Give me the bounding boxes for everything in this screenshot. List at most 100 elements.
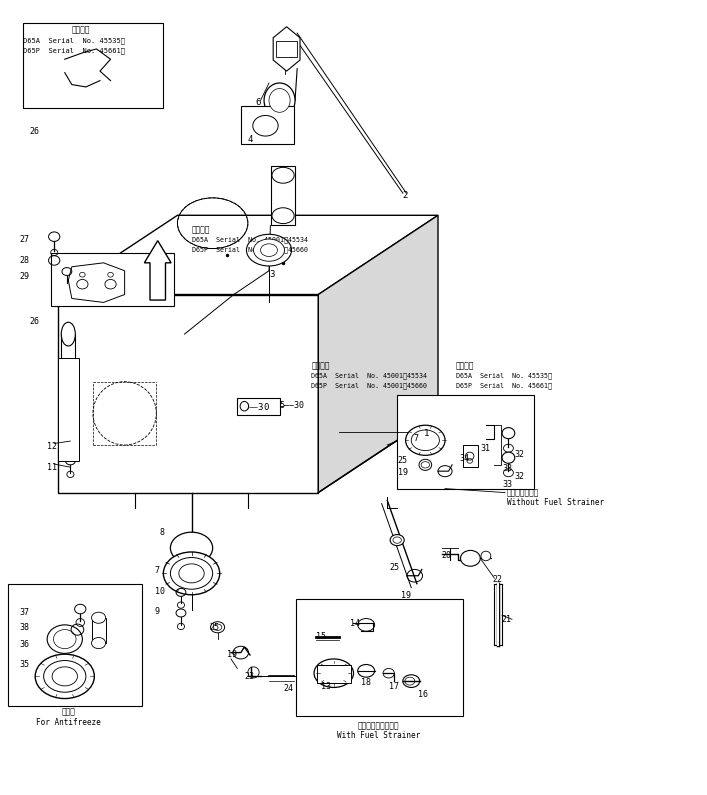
- Text: 37: 37: [19, 608, 29, 618]
- Text: 32: 32: [514, 472, 524, 481]
- Ellipse shape: [261, 244, 277, 257]
- Text: 25: 25: [390, 564, 399, 572]
- Text: 28: 28: [19, 256, 29, 265]
- Polygon shape: [58, 358, 79, 461]
- Bar: [317, 665, 351, 683]
- Text: D65A  Serial  No. 45001～45534: D65A Serial No. 45001～45534: [311, 373, 427, 379]
- Text: 6: 6: [255, 98, 260, 107]
- Ellipse shape: [502, 428, 515, 439]
- Bar: [271, 166, 296, 225]
- Text: 8: 8: [160, 528, 165, 537]
- Ellipse shape: [47, 625, 83, 653]
- Bar: [241, 106, 293, 144]
- Ellipse shape: [269, 88, 290, 112]
- Ellipse shape: [314, 659, 354, 688]
- Text: 31: 31: [480, 444, 490, 453]
- Text: Without Fuel Strainer: Without Fuel Strainer: [507, 498, 604, 506]
- Ellipse shape: [179, 564, 204, 583]
- Text: D65P  Serial  No. 45001～45660: D65P Serial No. 45001～45660: [192, 246, 308, 253]
- Text: 13: 13: [321, 682, 331, 691]
- Text: For Antifreeze: For Antifreeze: [36, 718, 100, 727]
- Text: 11: 11: [47, 463, 57, 471]
- Ellipse shape: [253, 115, 278, 136]
- Bar: [51, 253, 174, 306]
- Text: フェルストレーナ付: フェルストレーナ付: [357, 722, 399, 731]
- Text: 14: 14: [350, 619, 360, 628]
- Ellipse shape: [240, 401, 249, 411]
- Text: 20: 20: [442, 552, 452, 560]
- Ellipse shape: [411, 430, 440, 451]
- Polygon shape: [58, 294, 318, 493]
- Text: 15: 15: [316, 632, 326, 642]
- Text: 3: 3: [269, 270, 274, 279]
- Text: 27: 27: [19, 235, 29, 244]
- Text: 7: 7: [155, 566, 160, 575]
- Text: D65A  Serial  No. 45001～45534: D65A Serial No. 45001～45534: [192, 237, 308, 243]
- Text: D65P  Serial  No. 45661～: D65P Serial No. 45661～: [455, 382, 551, 389]
- Text: 7: 7: [414, 434, 419, 443]
- Bar: [462, 445, 478, 467]
- Ellipse shape: [170, 532, 213, 564]
- Text: 26: 26: [30, 127, 40, 136]
- Ellipse shape: [54, 630, 76, 649]
- Bar: [8, 584, 142, 707]
- Text: 33: 33: [502, 464, 512, 473]
- Text: 適用号等: 適用号等: [192, 225, 210, 234]
- Text: 29: 29: [19, 272, 29, 281]
- Text: 4: 4: [248, 134, 253, 144]
- Text: 26: 26: [30, 317, 40, 326]
- Ellipse shape: [390, 534, 404, 545]
- Ellipse shape: [44, 661, 86, 692]
- Text: 38: 38: [19, 622, 29, 632]
- Text: 24: 24: [283, 684, 293, 692]
- Text: ストレーナ無し: ストレーナ無し: [507, 488, 539, 497]
- Polygon shape: [58, 215, 438, 294]
- Ellipse shape: [272, 207, 294, 223]
- Ellipse shape: [62, 322, 76, 346]
- Text: 9: 9: [155, 607, 160, 616]
- Text: 21: 21: [501, 615, 511, 624]
- Text: 25: 25: [209, 622, 219, 632]
- Text: 12: 12: [47, 442, 57, 451]
- Bar: [91, 618, 105, 643]
- Ellipse shape: [254, 239, 284, 262]
- Ellipse shape: [91, 638, 105, 649]
- Text: 34: 34: [460, 454, 470, 463]
- Text: D65A  Serial  No. 45535～: D65A Serial No. 45535～: [23, 37, 124, 45]
- Text: 5—−30: 5—−30: [279, 401, 305, 410]
- Bar: [23, 23, 163, 108]
- Text: 適用号等: 適用号等: [72, 25, 90, 34]
- Ellipse shape: [460, 550, 480, 566]
- Ellipse shape: [272, 168, 294, 183]
- Text: 23: 23: [245, 672, 255, 681]
- Ellipse shape: [264, 83, 295, 118]
- Text: 10: 10: [155, 587, 165, 596]
- Ellipse shape: [52, 667, 78, 686]
- Text: 19: 19: [398, 468, 408, 477]
- Text: 36: 36: [19, 640, 29, 650]
- Polygon shape: [273, 27, 300, 71]
- Text: 33: 33: [502, 480, 512, 489]
- Text: With Fuel Strainer: With Fuel Strainer: [337, 731, 420, 740]
- Text: 17: 17: [389, 682, 399, 691]
- Bar: [276, 41, 297, 57]
- Ellipse shape: [170, 557, 213, 589]
- Text: $\emptyset$—30: $\emptyset$—30: [241, 401, 270, 412]
- Text: 19: 19: [227, 650, 237, 659]
- Text: 1: 1: [424, 429, 429, 438]
- Ellipse shape: [502, 452, 515, 463]
- Text: 5: 5: [279, 175, 285, 184]
- Polygon shape: [318, 215, 438, 493]
- Text: 適用号等: 適用号等: [455, 361, 474, 370]
- Ellipse shape: [91, 612, 105, 623]
- Text: 2: 2: [403, 191, 408, 200]
- Ellipse shape: [35, 654, 94, 699]
- Ellipse shape: [406, 425, 445, 456]
- Text: 18: 18: [361, 678, 371, 687]
- Text: D65P  Serial  No. 45001～45660: D65P Serial No. 45001～45660: [311, 382, 427, 389]
- Text: 適用号等: 適用号等: [311, 361, 329, 370]
- Ellipse shape: [481, 551, 491, 560]
- Text: 35: 35: [19, 660, 29, 669]
- Text: 32: 32: [514, 450, 524, 459]
- Ellipse shape: [163, 552, 220, 595]
